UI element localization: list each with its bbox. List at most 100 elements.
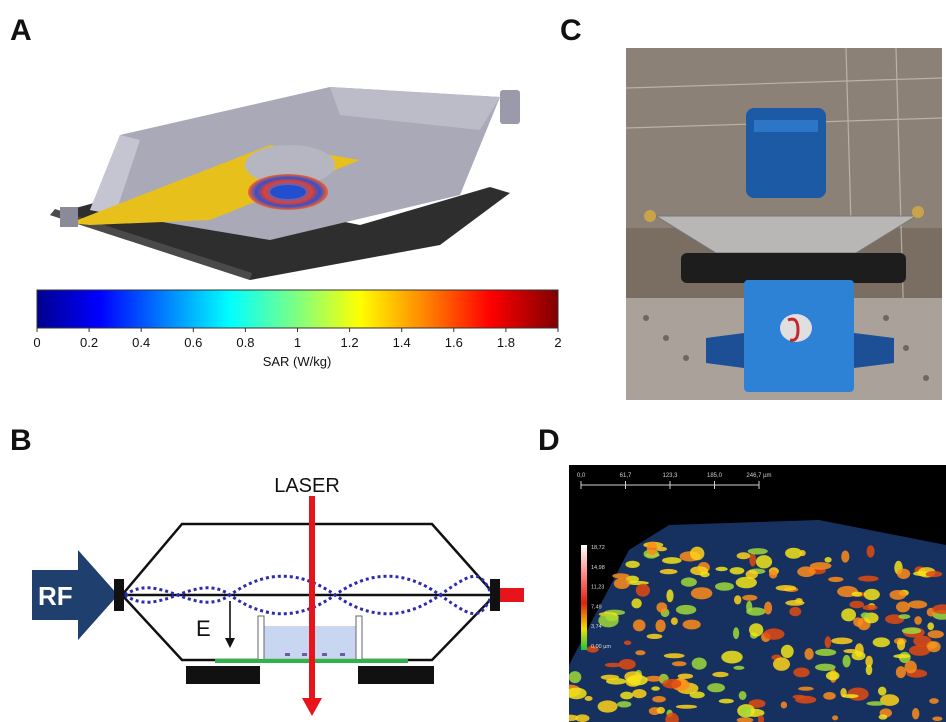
cell-blob — [721, 650, 743, 664]
cell-blob — [586, 645, 599, 653]
output-load — [500, 588, 524, 602]
cell-blob — [893, 654, 911, 659]
cell-blob — [785, 547, 803, 559]
cell-blob — [598, 613, 619, 628]
scale-tick-label: 0,0 — [577, 473, 586, 479]
cell-blob — [849, 600, 864, 609]
cell-blob — [832, 715, 839, 721]
cell-blob — [824, 557, 832, 563]
cell-blob — [799, 550, 806, 557]
scale-tick-label: 246,7 µm — [746, 473, 771, 479]
cell-blob — [651, 686, 660, 691]
cell-blob — [600, 674, 620, 680]
cell-blob — [851, 651, 866, 661]
cell-blob — [780, 644, 794, 658]
legend-tick-label: 7,49 — [591, 604, 602, 610]
cell-blob — [793, 667, 810, 678]
colorbar-tick-label: 1.8 — [497, 335, 515, 350]
cell-blob — [671, 661, 687, 667]
cell-blob — [858, 575, 879, 582]
cell-blob — [866, 545, 875, 558]
cell-blob — [866, 701, 886, 706]
cell-blob — [746, 600, 753, 613]
cell-blob — [925, 571, 943, 578]
cell-blob — [913, 635, 932, 647]
cell-blob — [789, 606, 802, 617]
panel-label-d: D — [538, 424, 560, 457]
cell-blob — [842, 654, 851, 668]
cell-blob — [618, 659, 636, 670]
cell-blob — [699, 571, 710, 578]
cell-blob — [792, 694, 806, 699]
cell-blob — [841, 608, 856, 622]
cell-blob — [712, 671, 729, 678]
colorbar-tick-label: 0.4 — [132, 335, 150, 350]
cell-blob — [847, 687, 869, 701]
cell-blob — [860, 612, 871, 619]
cell-blob — [853, 617, 863, 627]
cell-blob — [652, 696, 666, 703]
cell-blob — [745, 569, 758, 579]
cell-blob — [757, 715, 765, 722]
cell-blob — [715, 566, 728, 572]
cell-blob — [927, 630, 944, 639]
colorbar-tick-label: 1.4 — [393, 335, 411, 350]
cell-blob — [597, 700, 618, 713]
cell-blob — [626, 674, 648, 686]
cell-blob — [865, 655, 873, 668]
cell-blob — [872, 637, 890, 648]
cell-blob — [895, 666, 906, 679]
cell-blob — [675, 604, 697, 615]
rf-label: RF — [38, 581, 73, 611]
cell-blob — [914, 616, 922, 625]
cell-blob — [749, 623, 764, 637]
colorbar-tick-label: 1.2 — [341, 335, 359, 350]
cell-blob — [736, 552, 751, 560]
cell-blob — [851, 591, 863, 597]
cell-blob — [631, 598, 642, 609]
cell-blob — [749, 553, 757, 567]
cell-blob — [896, 601, 910, 613]
cell-blob — [646, 633, 663, 639]
cell-blob — [675, 704, 698, 709]
cell-blob — [763, 628, 785, 640]
legend-tick-label: 14,98 — [591, 565, 605, 571]
cell-blob — [775, 585, 797, 591]
legend-tick-label: 18,72 — [591, 545, 605, 551]
rf-arrow — [32, 550, 118, 640]
cell-blob — [662, 678, 682, 689]
cell-blob — [841, 550, 850, 563]
tem-cell-outline-top — [121, 522, 496, 596]
cell-blob — [773, 657, 790, 671]
cell-blob — [828, 576, 844, 583]
cell-blob — [623, 640, 632, 646]
cell-blob — [862, 604, 878, 611]
cell-blob — [682, 619, 701, 630]
cell-blob — [632, 689, 647, 699]
setup-schematic: RF E LASER — [32, 475, 524, 716]
cell-blob — [656, 706, 665, 714]
cell-blob — [904, 660, 917, 674]
cell-blob — [635, 650, 646, 656]
cell-blob — [912, 708, 920, 720]
tem-cell-3d-render — [50, 87, 520, 280]
cell-blob — [764, 601, 773, 615]
cell-blob — [889, 590, 907, 600]
cell-blob — [690, 587, 713, 600]
cell-blob — [898, 614, 911, 619]
cell-blob — [569, 687, 587, 700]
cell-blob — [797, 566, 816, 577]
cell-blob — [617, 701, 632, 708]
cell-blob — [863, 588, 880, 601]
cell-blob — [795, 598, 803, 604]
cell-blob — [670, 617, 678, 625]
cell-blob — [842, 694, 859, 699]
colorbar-label: SAR (W/kg) — [263, 354, 332, 369]
cell-blob — [908, 600, 928, 609]
cell-blob — [691, 657, 707, 670]
cell-blob — [656, 602, 668, 613]
cell-blob — [659, 568, 678, 575]
cell-blob — [865, 664, 873, 676]
laser-label: LASER — [274, 475, 340, 497]
cell-blob — [735, 576, 757, 589]
